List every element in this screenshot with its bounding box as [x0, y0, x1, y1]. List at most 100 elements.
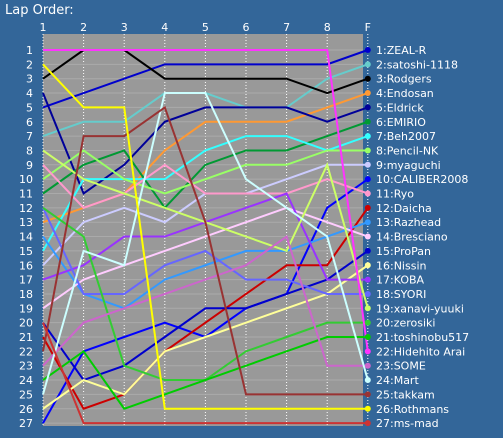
series-line: [42, 234, 368, 367]
x-tick-label: F: [365, 21, 371, 34]
legend-label: 22:Hidehito Arai: [376, 345, 465, 358]
series-line: [42, 336, 368, 410]
y-tick-label: 13: [19, 216, 33, 229]
legend-marker: [364, 133, 371, 140]
x-tick-label: 7: [283, 21, 290, 34]
y-tick-label: 18: [19, 288, 33, 301]
legend-label: 4:Endosan: [376, 87, 434, 100]
y-tick-label: 8: [26, 144, 33, 157]
x-tick-label: 4: [161, 21, 168, 34]
legend-marker: [364, 147, 371, 154]
series-line: [42, 92, 369, 395]
legend-label: 27:ms-mad: [376, 417, 439, 430]
series-line: [42, 105, 368, 396]
y-tick-label: 26: [19, 403, 33, 416]
legend-marker: [364, 262, 371, 269]
legend-marker: [364, 104, 371, 111]
legend-label: 26:Rothmans: [376, 403, 449, 416]
y-tick-label: 21: [19, 331, 33, 344]
legend-marker: [364, 247, 371, 254]
legend-label: 2:satoshi-1118: [376, 58, 458, 71]
x-tick-label: 6: [243, 21, 250, 34]
legend-label: 18:SYORI: [376, 288, 426, 301]
legend-label: 14:Bresciano: [376, 231, 448, 244]
y-tick-label: 2: [26, 58, 33, 71]
x-axis-ticks: 1 2 3 4 5 6 7 8 F: [40, 21, 371, 34]
legend-marker: [364, 233, 371, 240]
legend-marker: [364, 161, 371, 168]
series-line: [42, 206, 369, 310]
y-tick-label: 22: [19, 345, 33, 358]
legend-label: 16:Nissin: [376, 259, 427, 272]
y-tick-label: 3: [26, 73, 33, 86]
y-tick-label: 19: [19, 302, 33, 315]
legend-label: 6:EMIRIO: [376, 116, 426, 129]
y-tick-label: 25: [19, 388, 33, 401]
y-tick-label: 1: [26, 44, 33, 57]
series-line: [42, 207, 369, 410]
y-tick-label: 14: [19, 231, 33, 244]
series-line: [42, 63, 368, 410]
chart-title: Lap Order:: [5, 3, 74, 18]
x-tick-label: 8: [324, 21, 331, 34]
legend-marker: [364, 75, 371, 82]
y-tick-label: 15: [19, 245, 33, 258]
legend-label: 20:zerosiki: [376, 317, 435, 330]
series-line: [42, 149, 368, 195]
legend-label: 3:Rodgers: [376, 73, 432, 86]
legend-marker: [364, 319, 371, 326]
y-tick-label: 9: [26, 159, 33, 172]
y-tick-label: 16: [19, 259, 33, 272]
legend-marker: [364, 420, 371, 427]
legend-marker: [364, 377, 371, 384]
legend-label: 1:ZEAL-R: [376, 44, 427, 57]
legend-marker: [364, 190, 371, 197]
legend-label: 8:Pencil-NK: [376, 144, 439, 157]
legend-label: 7:Beh2007: [376, 130, 436, 143]
legend-marker: [364, 405, 371, 412]
legend-label: 11:Ryo: [376, 188, 414, 201]
legend-label: 21:toshinobu517: [376, 331, 469, 344]
legend-marker: [364, 348, 371, 355]
legend-marker: [364, 219, 371, 226]
y-tick-label: 23: [19, 360, 33, 373]
legend-label: 23:SOME: [376, 360, 426, 373]
x-tick-label: 5: [202, 21, 209, 34]
series-line: [42, 322, 368, 425]
x-tick-label: 3: [121, 21, 128, 34]
y-tick-label: 11: [19, 188, 33, 201]
y-tick-label: 17: [19, 274, 33, 287]
y-tick-label: 27: [19, 417, 33, 430]
y-tick-label: 10: [19, 173, 33, 186]
x-tick-label: 2: [80, 21, 87, 34]
legend-marker: [364, 305, 371, 312]
series-line: [42, 264, 369, 410]
legend-label: 19:xanavi-yuuki: [376, 302, 464, 315]
legend-marker: [364, 290, 371, 297]
legend-marker: [364, 391, 371, 398]
plot-area: [43, 34, 363, 426]
final-order-legend: 1:ZEAL-R2:satoshi-1118 3:Rodgers4:Endosan…: [364, 44, 469, 430]
series-line: [42, 49, 369, 109]
y-tick-label: 7: [26, 130, 33, 143]
x-tick-label: 1: [40, 21, 47, 34]
series-line: [42, 221, 369, 310]
legend-label: 12:Daicha: [376, 202, 432, 215]
legend-marker: [364, 90, 371, 97]
y-tick-label: 24: [19, 374, 33, 387]
legend-label: 25:takkam: [376, 388, 435, 401]
legend-label: 13:Razhead: [376, 216, 441, 229]
legend-marker: [364, 204, 371, 211]
y-tick-label: 12: [19, 202, 33, 215]
series-line: [42, 163, 369, 210]
legend-label: 24:Mart: [376, 374, 419, 387]
legend-marker: [364, 61, 371, 68]
legend-marker: [364, 276, 371, 283]
y-tick-label: 5: [26, 101, 33, 114]
legend-label: 17:KOBA: [376, 274, 425, 287]
legend-label: 10:CALIBER2008: [376, 173, 468, 186]
legend-marker: [364, 176, 371, 183]
legend-label: 5:Eldrick: [376, 101, 424, 114]
legend-label: 15:ProPan: [376, 245, 431, 258]
